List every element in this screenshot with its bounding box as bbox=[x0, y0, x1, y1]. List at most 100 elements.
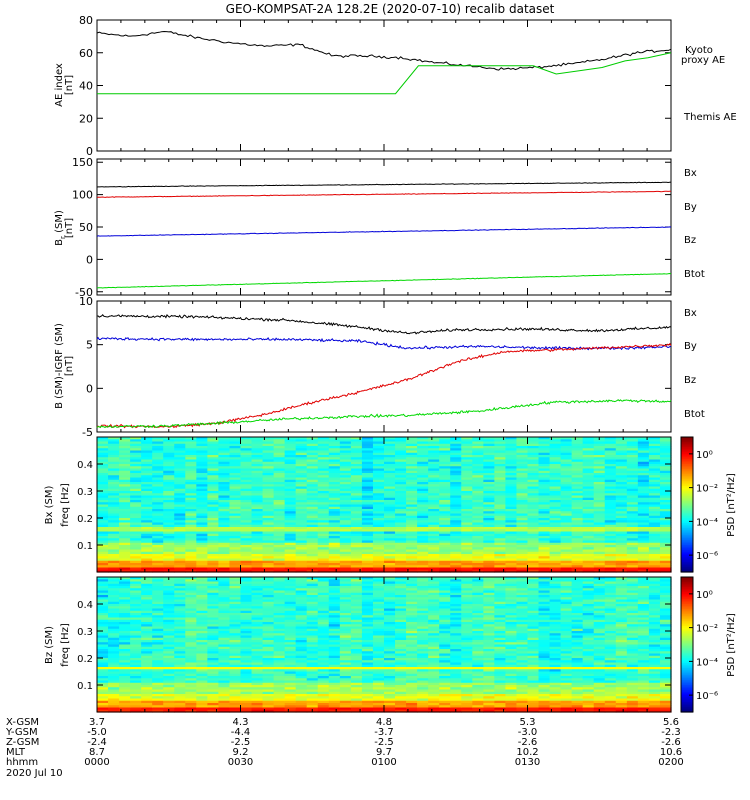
bx-spectrogram-cell bbox=[648, 443, 661, 447]
bx-spectrogram-cell bbox=[560, 473, 573, 476]
bx-spectrogram-cell bbox=[240, 547, 253, 551]
bz-spectrogram-cell bbox=[273, 644, 286, 648]
bx-spectrogram-cell bbox=[384, 484, 396, 488]
bx-spectrogram-cell bbox=[229, 493, 242, 497]
bx-spectrogram-cell bbox=[494, 506, 507, 510]
bz-spectrogram-cell bbox=[339, 651, 352, 655]
bx-spectrogram-cell bbox=[472, 533, 484, 537]
bz-spectrogram-cell bbox=[229, 642, 242, 646]
bx-spectrogram-cell bbox=[372, 497, 385, 501]
bx-spectrogram-cell bbox=[229, 522, 242, 526]
bz-spectrogram-cell bbox=[251, 606, 264, 610]
bx-spectrogram-cell bbox=[328, 558, 341, 562]
bx-spectrogram-cell bbox=[505, 522, 518, 526]
bz-spectrogram-cell bbox=[262, 689, 275, 693]
bz-spectrogram-cell bbox=[196, 615, 208, 619]
bx-spectrogram-cell bbox=[560, 495, 573, 499]
bz-spectrogram-cell bbox=[317, 682, 330, 686]
bx-spectrogram-cell bbox=[108, 486, 120, 490]
bz-spectrogram-cell bbox=[350, 586, 363, 589]
bx-spectrogram-cell bbox=[659, 560, 672, 564]
bz-spectrogram-cell bbox=[339, 703, 352, 706]
bx-spectrogram-cell bbox=[439, 441, 451, 445]
bx-spectrogram-cell bbox=[461, 443, 473, 447]
bx-spectrogram-cell bbox=[516, 569, 529, 573]
bx-colorbar-band bbox=[681, 469, 693, 472]
bz-spectrogram-cell bbox=[152, 671, 164, 675]
bx-spectrogram-cell bbox=[527, 484, 540, 488]
bz-spectrogram-cell bbox=[350, 689, 363, 693]
bx-spectrogram-cell bbox=[417, 495, 429, 499]
bx-spectrogram-cell bbox=[439, 558, 451, 562]
bx-spectrogram-cell bbox=[505, 455, 518, 458]
bx-spectrogram-cell bbox=[174, 455, 186, 458]
bx-spectrogram-cell bbox=[461, 479, 473, 483]
bz-spectrogram-cell bbox=[152, 628, 164, 632]
bx-spectrogram-cell bbox=[527, 470, 540, 474]
bx-spectrogram-cell bbox=[218, 524, 231, 528]
bx-spectrogram-cell bbox=[593, 479, 606, 483]
bx-spectrogram-cell bbox=[119, 470, 131, 474]
bx-spectrogram-cell bbox=[461, 482, 473, 485]
bx-spectrogram-cell bbox=[361, 531, 374, 535]
bx-spectrogram-cell bbox=[615, 551, 628, 555]
bx-spectrogram-cell bbox=[406, 473, 418, 476]
bx-spectrogram-cell bbox=[119, 437, 131, 440]
bz-spectrogram-cell bbox=[185, 624, 197, 628]
bz-spectrogram-cell bbox=[163, 610, 175, 614]
bx-spectrogram-cell bbox=[384, 520, 396, 524]
bx-spectrogram-cell bbox=[130, 522, 142, 526]
bz-spectrogram-cell bbox=[328, 705, 341, 709]
bx-spectrogram-cell bbox=[439, 538, 451, 542]
bx-spectrogram-cell bbox=[185, 475, 197, 479]
bx-spectrogram-cell bbox=[582, 486, 595, 490]
bx-spectrogram-cell bbox=[163, 491, 175, 494]
ae-ytick-label: 20 bbox=[79, 112, 93, 125]
bx-colorbar-band bbox=[681, 516, 693, 519]
bx-spectrogram-cell bbox=[450, 475, 462, 479]
bx-spectrogram-cell bbox=[549, 558, 562, 562]
bx-spectrogram-cell bbox=[163, 470, 175, 474]
bx-spectrogram-cell bbox=[527, 549, 540, 553]
bx-spectrogram-cell bbox=[306, 464, 319, 467]
bz-spectrogram-cell bbox=[328, 619, 341, 623]
bx-spectrogram-cell bbox=[108, 450, 120, 454]
bx-spectrogram-cell bbox=[637, 484, 650, 488]
bx-spectrogram-cell bbox=[119, 468, 131, 472]
bx-spectrogram-cell bbox=[306, 486, 319, 490]
bx-spectrogram-cell bbox=[196, 547, 208, 551]
bx-spectrogram-cell bbox=[472, 545, 484, 548]
bz-spectrogram-cell bbox=[97, 653, 109, 657]
bz-spectrogram-cell bbox=[207, 640, 220, 643]
bx-spectrogram-cell bbox=[450, 520, 462, 524]
bx-spectrogram-cell bbox=[560, 556, 573, 560]
bx-spectrogram-cell bbox=[207, 479, 220, 483]
bz-spectrogram-cell bbox=[295, 637, 308, 641]
bx-spectrogram-cell bbox=[152, 549, 164, 553]
bx-spectrogram-cell bbox=[637, 556, 650, 560]
ae-ytick-label: 60 bbox=[79, 47, 93, 60]
bx-spectrogram-cell bbox=[108, 497, 120, 501]
bz-spectrogram-cell bbox=[350, 642, 363, 646]
bx-spectrogram-cell bbox=[626, 443, 639, 447]
bx-spectrogram-cell bbox=[141, 565, 153, 569]
bx-spectrogram-cell bbox=[571, 452, 584, 456]
bx-spectrogram-cell bbox=[637, 473, 650, 476]
bx-spectrogram-cell bbox=[395, 518, 407, 521]
bx-spectrogram-cell bbox=[417, 497, 429, 501]
bx-spectrogram-cell bbox=[483, 551, 495, 555]
bx-spectrogram-cell bbox=[229, 542, 242, 546]
bx-spectrogram-cell bbox=[328, 524, 341, 528]
bx-spectrogram-cell bbox=[295, 437, 308, 440]
bz-spectrogram-cell bbox=[339, 601, 352, 605]
bx-spectrogram-cell bbox=[251, 470, 264, 474]
bx-spectrogram-cell bbox=[472, 527, 484, 530]
bx-spectrogram-cell bbox=[527, 554, 540, 557]
bx-spectrogram-cell bbox=[615, 527, 628, 530]
bz-spectrogram-cell bbox=[185, 696, 197, 700]
bx-spectrogram-cell bbox=[439, 468, 451, 472]
bx-spectrogram-cell bbox=[119, 540, 131, 544]
bx-spectrogram-cell bbox=[174, 466, 186, 470]
bx-spectrogram-cell bbox=[604, 531, 617, 535]
bx-spectrogram-cell bbox=[130, 547, 142, 551]
